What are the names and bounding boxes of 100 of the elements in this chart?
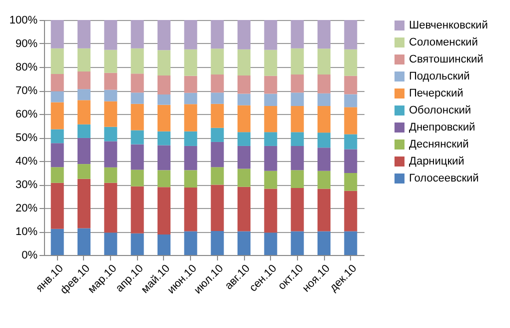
bar [290,106,304,132]
bar [210,128,224,142]
bar [50,182,64,229]
bar [50,91,64,102]
bar [318,188,330,232]
bar [290,74,304,93]
y-tick-label: 0% [22,250,38,262]
bar [184,231,198,255]
bar [158,234,170,255]
bar [344,107,358,134]
bar [50,228,64,255]
bar [104,232,118,255]
bar [104,72,118,90]
bar [50,102,64,130]
y-tick-label: 40% [15,156,38,168]
legend-label: Деснянский [409,138,469,150]
bar [238,231,250,255]
y-tick-label: 10% [15,226,38,238]
bar [78,164,90,179]
bar [184,188,198,232]
legend-label: Днепровский [409,122,476,134]
bar [264,76,278,94]
bar [130,92,144,104]
bar [130,20,144,48]
legend-label: Оболонский [409,104,472,116]
bar [290,231,304,255]
y-tick-label: 80% [15,62,38,74]
bar [104,182,118,233]
bar [104,141,118,168]
bar [184,131,198,146]
bar [78,100,90,124]
bar [238,146,250,169]
bar [78,89,90,100]
bar [344,231,358,255]
bar [264,20,278,50]
bar [130,233,144,255]
bar [290,170,304,188]
bar [130,130,144,144]
bar [104,126,118,142]
bar [50,74,64,92]
bar [158,104,170,132]
bar [210,142,224,168]
bar [210,184,224,232]
bar [290,188,304,232]
bar [50,129,64,144]
bar [344,49,358,76]
bar [50,143,64,168]
bar [264,132,278,146]
bar [290,92,304,106]
bar [344,94,358,108]
bar [130,144,144,170]
bar [318,106,330,133]
bar [238,20,250,50]
bar [184,92,198,104]
y-tick-label: 70% [15,85,38,97]
legend-label: Соломенский [409,36,478,48]
bar [318,148,330,171]
bar [290,146,304,170]
bar [264,146,278,171]
bar [264,170,278,189]
bar [290,48,304,75]
bar [264,106,278,132]
bar [210,104,224,128]
bar [344,134,358,150]
y-tick-label: 50% [15,132,38,144]
bar [238,94,250,106]
bar [210,48,224,75]
bar [184,20,198,50]
bar [78,228,90,255]
bar [158,131,170,146]
bar [104,20,118,50]
legend-label: Голосеевский [409,172,479,184]
bar [238,132,250,146]
bar [130,186,144,234]
bar [318,93,330,106]
bar [238,168,250,187]
y-tick-label: 60% [15,108,38,120]
bar [104,90,118,102]
bar [264,232,278,255]
bar [130,170,144,186]
bar [158,75,170,94]
bar [104,167,118,183]
bar [290,132,304,146]
legend-label: Подольский [409,70,470,82]
bar [318,48,330,75]
bar [318,231,330,255]
bar [344,172,358,191]
bar [184,146,198,170]
bar [104,101,118,127]
bar [78,124,90,138]
bar [158,50,170,76]
bar [264,94,278,106]
bar [344,190,358,232]
bar [130,74,144,93]
bar [158,187,170,235]
bar [238,105,250,132]
bar [318,132,330,148]
bar [238,75,250,94]
bar [184,49,198,76]
bar [130,104,144,130]
